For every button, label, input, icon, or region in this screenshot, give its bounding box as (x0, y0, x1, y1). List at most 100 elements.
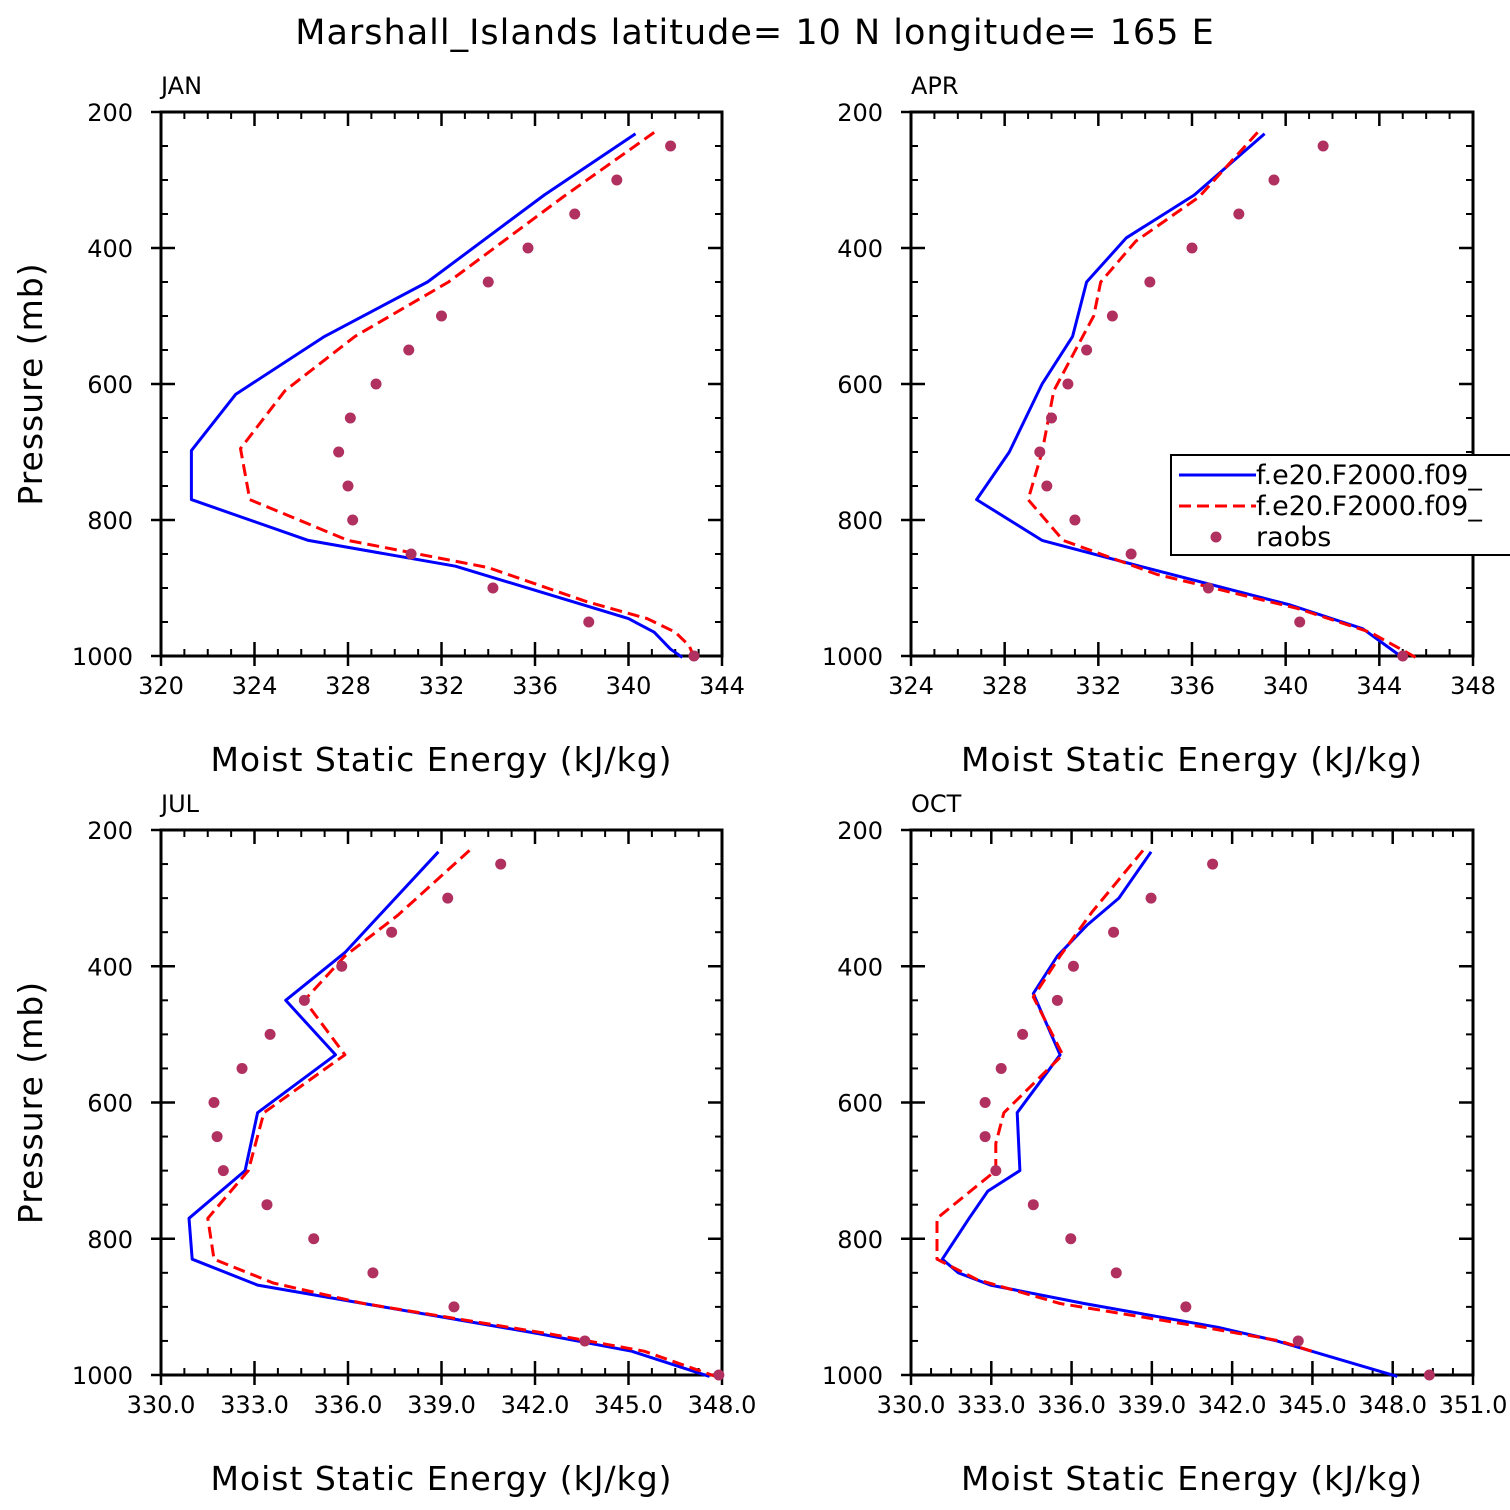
x-tick-label: 344 (699, 672, 745, 700)
raobs-point (386, 926, 398, 938)
raobs-point (342, 480, 354, 492)
raobs-point (1067, 960, 1079, 972)
raobs-point (347, 514, 359, 526)
raobs-point (405, 548, 417, 560)
panel-label: OCT (911, 790, 962, 818)
y-tick-label: 200 (837, 99, 883, 127)
raobs-point (403, 344, 415, 356)
x-tick-label: 351.0 (1439, 1391, 1508, 1419)
panel-apr: 324 328 332 336 340 344 348 200 400 600 800 1000 APR… (822, 72, 1496, 779)
panel-label: JAN (159, 72, 202, 100)
raobs-point (442, 892, 454, 904)
raobs-point (495, 858, 507, 870)
x-tick-label: 339.0 (407, 1391, 476, 1419)
panels: 320 324 328 332 336 340 344 200 400 600 800 1000 JAN… (11, 72, 1510, 1498)
raobs-point (308, 1233, 320, 1245)
y-tick-label: 1000 (72, 643, 133, 671)
x-tick-label: 342.0 (501, 1391, 570, 1419)
raobs-point (1125, 548, 1137, 560)
y-tick-label: 800 (837, 1226, 883, 1254)
panel-jan: 320 324 328 332 336 340 344 200 400 600 800 1000 JAN… (11, 72, 745, 779)
raobs-point (713, 1369, 725, 1381)
raobs-point (1062, 378, 1074, 390)
legend-box (1170, 454, 1510, 556)
raobs-point (1051, 994, 1063, 1006)
raobs-point (370, 378, 382, 390)
raobs-point (333, 446, 345, 458)
y-tick-label: 1000 (822, 643, 883, 671)
raobs-point (1202, 582, 1214, 594)
x-tick-label: 344 (1356, 672, 1402, 700)
x-tick-label: 320 (138, 672, 184, 700)
y-tick-label: 600 (837, 1090, 883, 1118)
raobs-point (211, 1131, 223, 1143)
x-tick-label: 345.0 (1278, 1391, 1347, 1419)
raobs-markers (979, 858, 1435, 1381)
raobs-point (522, 242, 534, 254)
x-tick-label: 336.0 (1037, 1391, 1106, 1419)
raobs-markers (333, 140, 700, 662)
raobs-point (436, 310, 447, 322)
model1-line (975, 132, 1406, 661)
raobs-point (1108, 926, 1120, 938)
raobs-point (1317, 140, 1329, 152)
x-tick-label: 348.0 (1358, 1391, 1427, 1419)
raobs-point (1207, 858, 1219, 870)
raobs-point (979, 1097, 991, 1108)
raobs-point (217, 1165, 229, 1177)
x-tick-label: 324 (232, 672, 278, 700)
y-tick-label: 600 (87, 371, 133, 399)
panel-jul: 330.0 333.0 336.0 339.0 342.0 345.0 348.0 200 40… (11, 790, 756, 1498)
panel-label: JUL (159, 790, 200, 818)
raobs-point (1081, 344, 1093, 356)
raobs-point (1106, 310, 1118, 322)
y-tick-label: 200 (87, 817, 133, 845)
raobs-point (1268, 174, 1280, 186)
x-tick-label: 333.0 (220, 1391, 289, 1419)
x-axis-label: Moist Static Energy (kJ/kg) (210, 740, 672, 779)
y-tick-label: 200 (837, 817, 883, 845)
raobs-markers (208, 858, 725, 1381)
legend-label: raobs (1256, 522, 1331, 553)
figure-title: Marshall_Islands latitude= 10 N longitud… (295, 13, 1214, 53)
y-tick-label: 400 (87, 953, 133, 981)
x-tick-label: 336 (512, 672, 558, 700)
raobs-point (236, 1062, 248, 1074)
raobs-point (1397, 650, 1409, 662)
raobs-point (298, 994, 310, 1006)
legend-label: f.e20.F2000.f09_ (1256, 491, 1482, 522)
x-axis-label: Moist Static Energy (kJ/kg) (961, 1459, 1423, 1498)
raobs-point (448, 1301, 460, 1313)
raobs-point (1034, 446, 1046, 458)
panel-label: APR (911, 72, 959, 100)
raobs-point (1041, 480, 1053, 492)
raobs-point (487, 582, 499, 594)
raobs-point (1144, 276, 1156, 288)
raobs-point (264, 1028, 276, 1040)
plot-frame (159, 828, 724, 1377)
model1-line (189, 132, 684, 659)
plot-frame (909, 110, 1475, 658)
x-tick-label: 330.0 (877, 1391, 946, 1419)
x-axis-label: Moist Static Energy (kJ/kg) (210, 1459, 672, 1498)
plot-frame (159, 110, 724, 658)
raobs-point (1233, 208, 1245, 220)
y-tick-label: 400 (837, 953, 883, 981)
y-tick-label: 600 (87, 1090, 133, 1118)
y-axis-label: Pressure (mb) (11, 262, 50, 505)
raobs-point (995, 1062, 1007, 1074)
raobs-point (665, 140, 677, 152)
y-axis-label: Pressure (mb) (11, 981, 50, 1224)
x-tick-label: 328 (325, 672, 371, 700)
raobs-point (1110, 1267, 1122, 1279)
raobs-point (336, 960, 348, 972)
x-tick-label: 324 (888, 672, 934, 700)
x-tick-label: 348.0 (688, 1391, 757, 1419)
raobs-point (367, 1267, 379, 1279)
x-tick-label: 340 (1263, 672, 1309, 700)
raobs-point (1186, 242, 1198, 254)
x-axis-label: Moist Static Energy (kJ/kg) (961, 740, 1423, 779)
x-tick-label: 328 (982, 672, 1028, 700)
y-tick-label: 400 (87, 235, 133, 263)
